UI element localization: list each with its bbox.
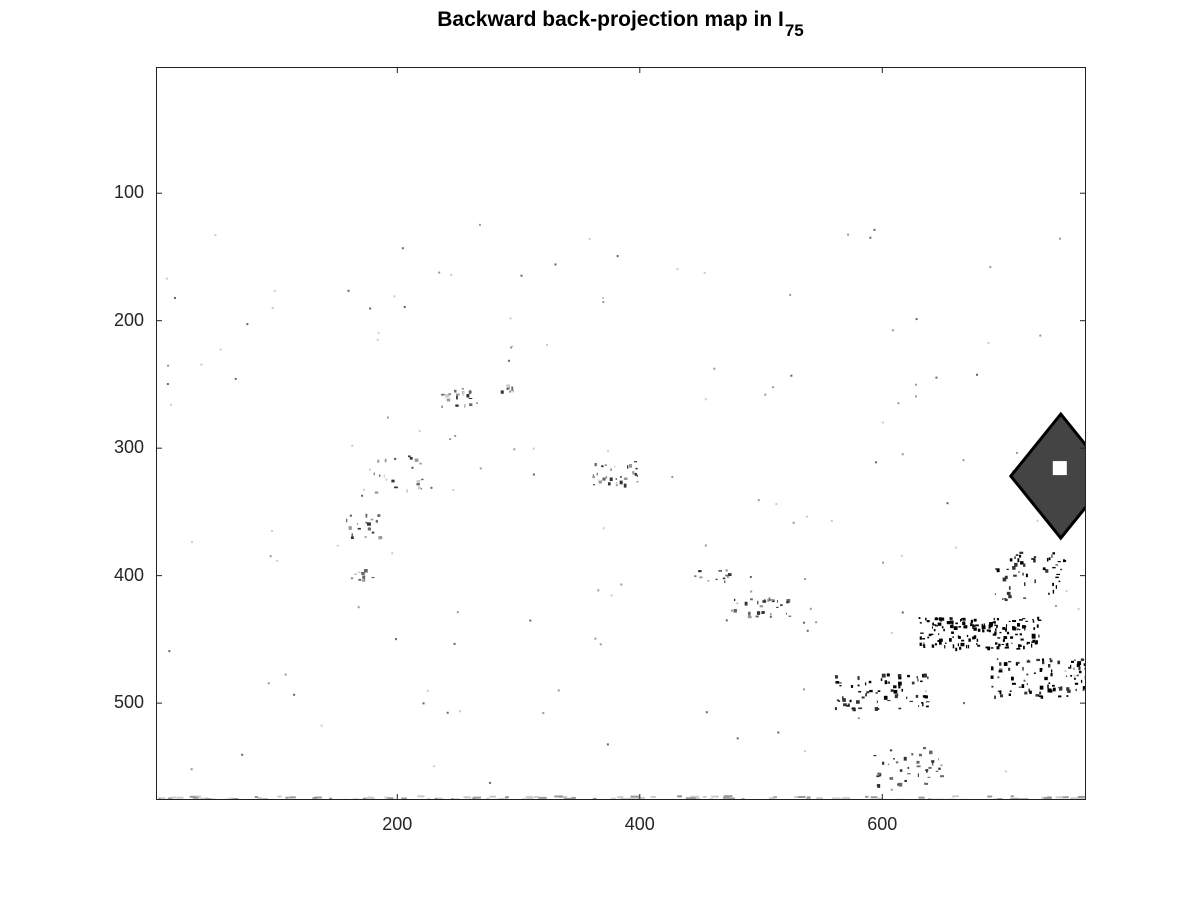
x-tick-label: 200: [382, 814, 413, 834]
x-tick-label: 400: [624, 814, 655, 834]
x-tick-label: 600: [867, 814, 898, 834]
speckle-layer: [158, 223, 1085, 799]
diamond-highlight: [1052, 461, 1067, 476]
title-main: Backward back-projection map in I: [437, 8, 784, 31]
y-tick-label: 100: [113, 182, 144, 203]
y-tick-label: 400: [113, 564, 144, 585]
figure-title: Backward back-projection map in I75: [0, 8, 1200, 40]
backprojection-image: [158, 223, 1085, 799]
title-subscript: 75: [784, 21, 804, 40]
image-axes: [156, 67, 1086, 800]
y-tick-label: 200: [113, 309, 144, 330]
y-tick-label: 300: [113, 437, 144, 458]
diamond-object: [1008, 411, 1085, 541]
y-tick-label: 500: [113, 692, 144, 713]
